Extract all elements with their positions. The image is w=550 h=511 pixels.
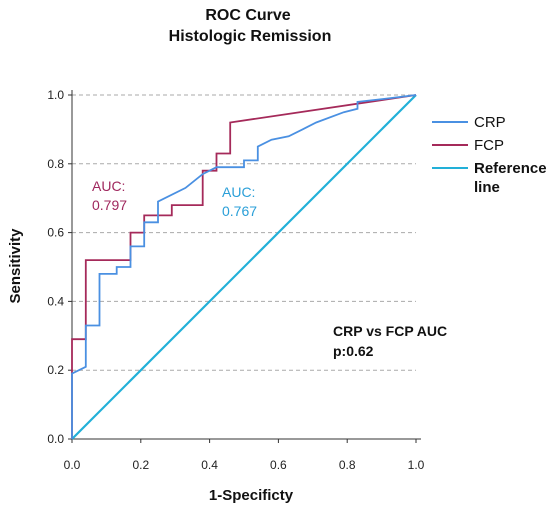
series-line-crp xyxy=(71,94,417,439)
x-tick-label: 0.6 xyxy=(270,458,287,472)
chart-title: ROC Curve xyxy=(205,7,290,24)
y-tick-label: 0.2 xyxy=(47,363,64,377)
legend-label-crp: CRP xyxy=(474,114,506,131)
series-line-reference-line xyxy=(71,94,417,440)
legend: CRP FCP Reference line xyxy=(432,114,547,196)
legend-label-reference: Reference xyxy=(474,160,547,177)
series-line-fcp xyxy=(71,94,417,439)
fcp-auc-label: AUC: xyxy=(92,178,125,194)
tick-labels: 0.0 0.2 0.4 0.6 0.8 1.0 0.0 0.2 0.4 0.6 0.8 1.0 xyxy=(47,88,424,472)
x-tick-label: 1.0 xyxy=(408,458,425,472)
x-axis-label: 1-Specificty xyxy=(209,487,294,504)
comparison-note-line1: CRP vs FCP AUC xyxy=(333,323,447,339)
x-tick-label: 0.4 xyxy=(201,458,218,472)
chart-subtitle: Histologic Remission xyxy=(169,28,332,45)
legend-label-reference-line: line xyxy=(474,179,500,196)
legend-label-fcp: FCP xyxy=(474,137,504,154)
series-lines xyxy=(71,94,417,440)
comparison-note-line2: p:0.62 xyxy=(333,343,374,359)
x-tick-label: 0.2 xyxy=(132,458,149,472)
fcp-auc-value: 0.797 xyxy=(92,197,127,213)
crp-auc-value: 0.767 xyxy=(222,203,257,219)
y-tick-label: 1.0 xyxy=(47,88,64,102)
y-tick-label: 0.4 xyxy=(47,294,64,308)
y-tick-label: 0.8 xyxy=(47,157,64,171)
y-axis-label: Sensitivity xyxy=(7,228,24,304)
x-tick-label: 0.0 xyxy=(64,458,81,472)
y-tick-label: 0.6 xyxy=(47,226,64,240)
crp-auc-label: AUC: xyxy=(222,184,255,200)
y-tick-label: 0.0 xyxy=(47,432,64,446)
x-tick-label: 0.8 xyxy=(339,458,356,472)
